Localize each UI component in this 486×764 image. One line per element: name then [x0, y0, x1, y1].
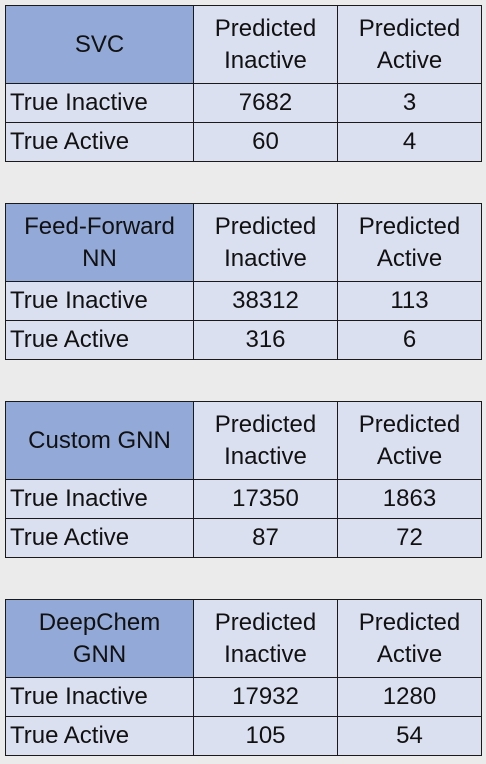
true-inactive-label: True Inactive — [5, 281, 194, 321]
predicted-inactive-header: Predicted Inactive — [193, 5, 338, 84]
model-name-cell: Feed-Forward NN — [5, 203, 194, 282]
header-text-line2: Active — [376, 46, 443, 74]
header-text-line1: Predicted — [358, 15, 461, 43]
header-text-line1: Predicted — [358, 411, 461, 439]
header-text-line1: Predicted — [358, 609, 461, 637]
model-name-line1: SVC — [74, 30, 125, 58]
true-inactive-label: True Inactive — [5, 479, 194, 519]
model-name-cell: Custom GNN — [5, 401, 194, 480]
true-active-pred-active-value: 6 — [337, 320, 482, 360]
true-inactive-row: True Inactive 17350 1863 — [5, 479, 482, 519]
true-active-pred-inactive-value: 60 — [193, 122, 338, 162]
true-active-pred-active-value: 72 — [337, 518, 482, 558]
header-text-line1: Predicted — [214, 609, 317, 637]
true-inactive-label: True Inactive — [5, 677, 194, 717]
header-row: SVC Predicted Inactive Predicted Active — [5, 5, 482, 84]
confusion-matrix-deepchem-gnn: DeepChem GNN Predicted Inactive Predicte… — [5, 599, 482, 756]
confusion-matrix-svc: SVC Predicted Inactive Predicted Active … — [5, 5, 482, 162]
true-inactive-pred-inactive-value: 17350 — [193, 479, 338, 519]
true-inactive-row: True Inactive 17932 1280 — [5, 677, 482, 717]
model-name-line2: GNN — [72, 640, 127, 668]
true-active-row: True Active 316 6 — [5, 320, 482, 360]
true-inactive-row: True Inactive 7682 3 — [5, 83, 482, 123]
true-inactive-pred-active-value: 113 — [337, 281, 482, 321]
predicted-active-header: Predicted Active — [337, 401, 482, 480]
confusion-matrix-feed-forward-nn: Feed-Forward NN Predicted Inactive Predi… — [5, 203, 482, 360]
true-active-label: True Active — [5, 518, 194, 558]
true-inactive-pred-inactive-value: 17932 — [193, 677, 338, 717]
header-text-line2: Inactive — [224, 640, 307, 668]
header-row: Custom GNN Predicted Inactive Predicted … — [5, 401, 482, 480]
true-active-label: True Active — [5, 320, 194, 360]
true-inactive-row: True Inactive 38312 113 — [5, 281, 482, 321]
predicted-inactive-header: Predicted Inactive — [193, 599, 338, 678]
model-name-line1: Feed-Forward — [24, 213, 175, 241]
true-active-row: True Active 60 4 — [5, 122, 482, 162]
true-active-row: True Active 87 72 — [5, 518, 482, 558]
true-active-pred-inactive-value: 105 — [193, 716, 338, 756]
true-inactive-label: True Inactive — [5, 83, 194, 123]
true-active-label: True Active — [5, 122, 194, 162]
true-active-pred-active-value: 54 — [337, 716, 482, 756]
header-row: DeepChem GNN Predicted Inactive Predicte… — [5, 599, 482, 678]
true-inactive-pred-active-value: 3 — [337, 83, 482, 123]
header-text-line1: Predicted — [214, 15, 317, 43]
model-name-cell: SVC — [5, 5, 194, 84]
header-row: Feed-Forward NN Predicted Inactive Predi… — [5, 203, 482, 282]
header-text-line1: Predicted — [358, 213, 461, 241]
true-active-pred-inactive-value: 87 — [193, 518, 338, 558]
predicted-active-header: Predicted Active — [337, 5, 482, 84]
model-name-cell: DeepChem GNN — [5, 599, 194, 678]
header-text-line1: Predicted — [214, 213, 317, 241]
predicted-inactive-header: Predicted Inactive — [193, 401, 338, 480]
predicted-active-header: Predicted Active — [337, 599, 482, 678]
header-text-line2: Inactive — [224, 244, 307, 272]
header-text-line2: Active — [376, 442, 443, 470]
model-name-line2: NN — [82, 244, 117, 272]
header-text-line2: Inactive — [224, 442, 307, 470]
header-text-line2: Active — [376, 640, 443, 668]
true-inactive-pred-active-value: 1280 — [337, 677, 482, 717]
predicted-active-header: Predicted Active — [337, 203, 482, 282]
true-inactive-pred-active-value: 1863 — [337, 479, 482, 519]
true-active-label: True Active — [5, 716, 194, 756]
header-text-line2: Active — [376, 244, 443, 272]
header-text-line1: Predicted — [214, 411, 317, 439]
true-inactive-pred-inactive-value: 38312 — [193, 281, 338, 321]
header-text-line2: Inactive — [224, 46, 307, 74]
predicted-inactive-header: Predicted Inactive — [193, 203, 338, 282]
model-name-line1: Custom GNN — [28, 426, 171, 454]
model-name-line1: DeepChem — [38, 609, 161, 637]
true-active-pred-inactive-value: 316 — [193, 320, 338, 360]
true-inactive-pred-inactive-value: 7682 — [193, 83, 338, 123]
confusion-matrix-custom-gnn: Custom GNN Predicted Inactive Predicted … — [5, 401, 482, 558]
true-active-pred-active-value: 4 — [337, 122, 482, 162]
true-active-row: True Active 105 54 — [5, 716, 482, 756]
